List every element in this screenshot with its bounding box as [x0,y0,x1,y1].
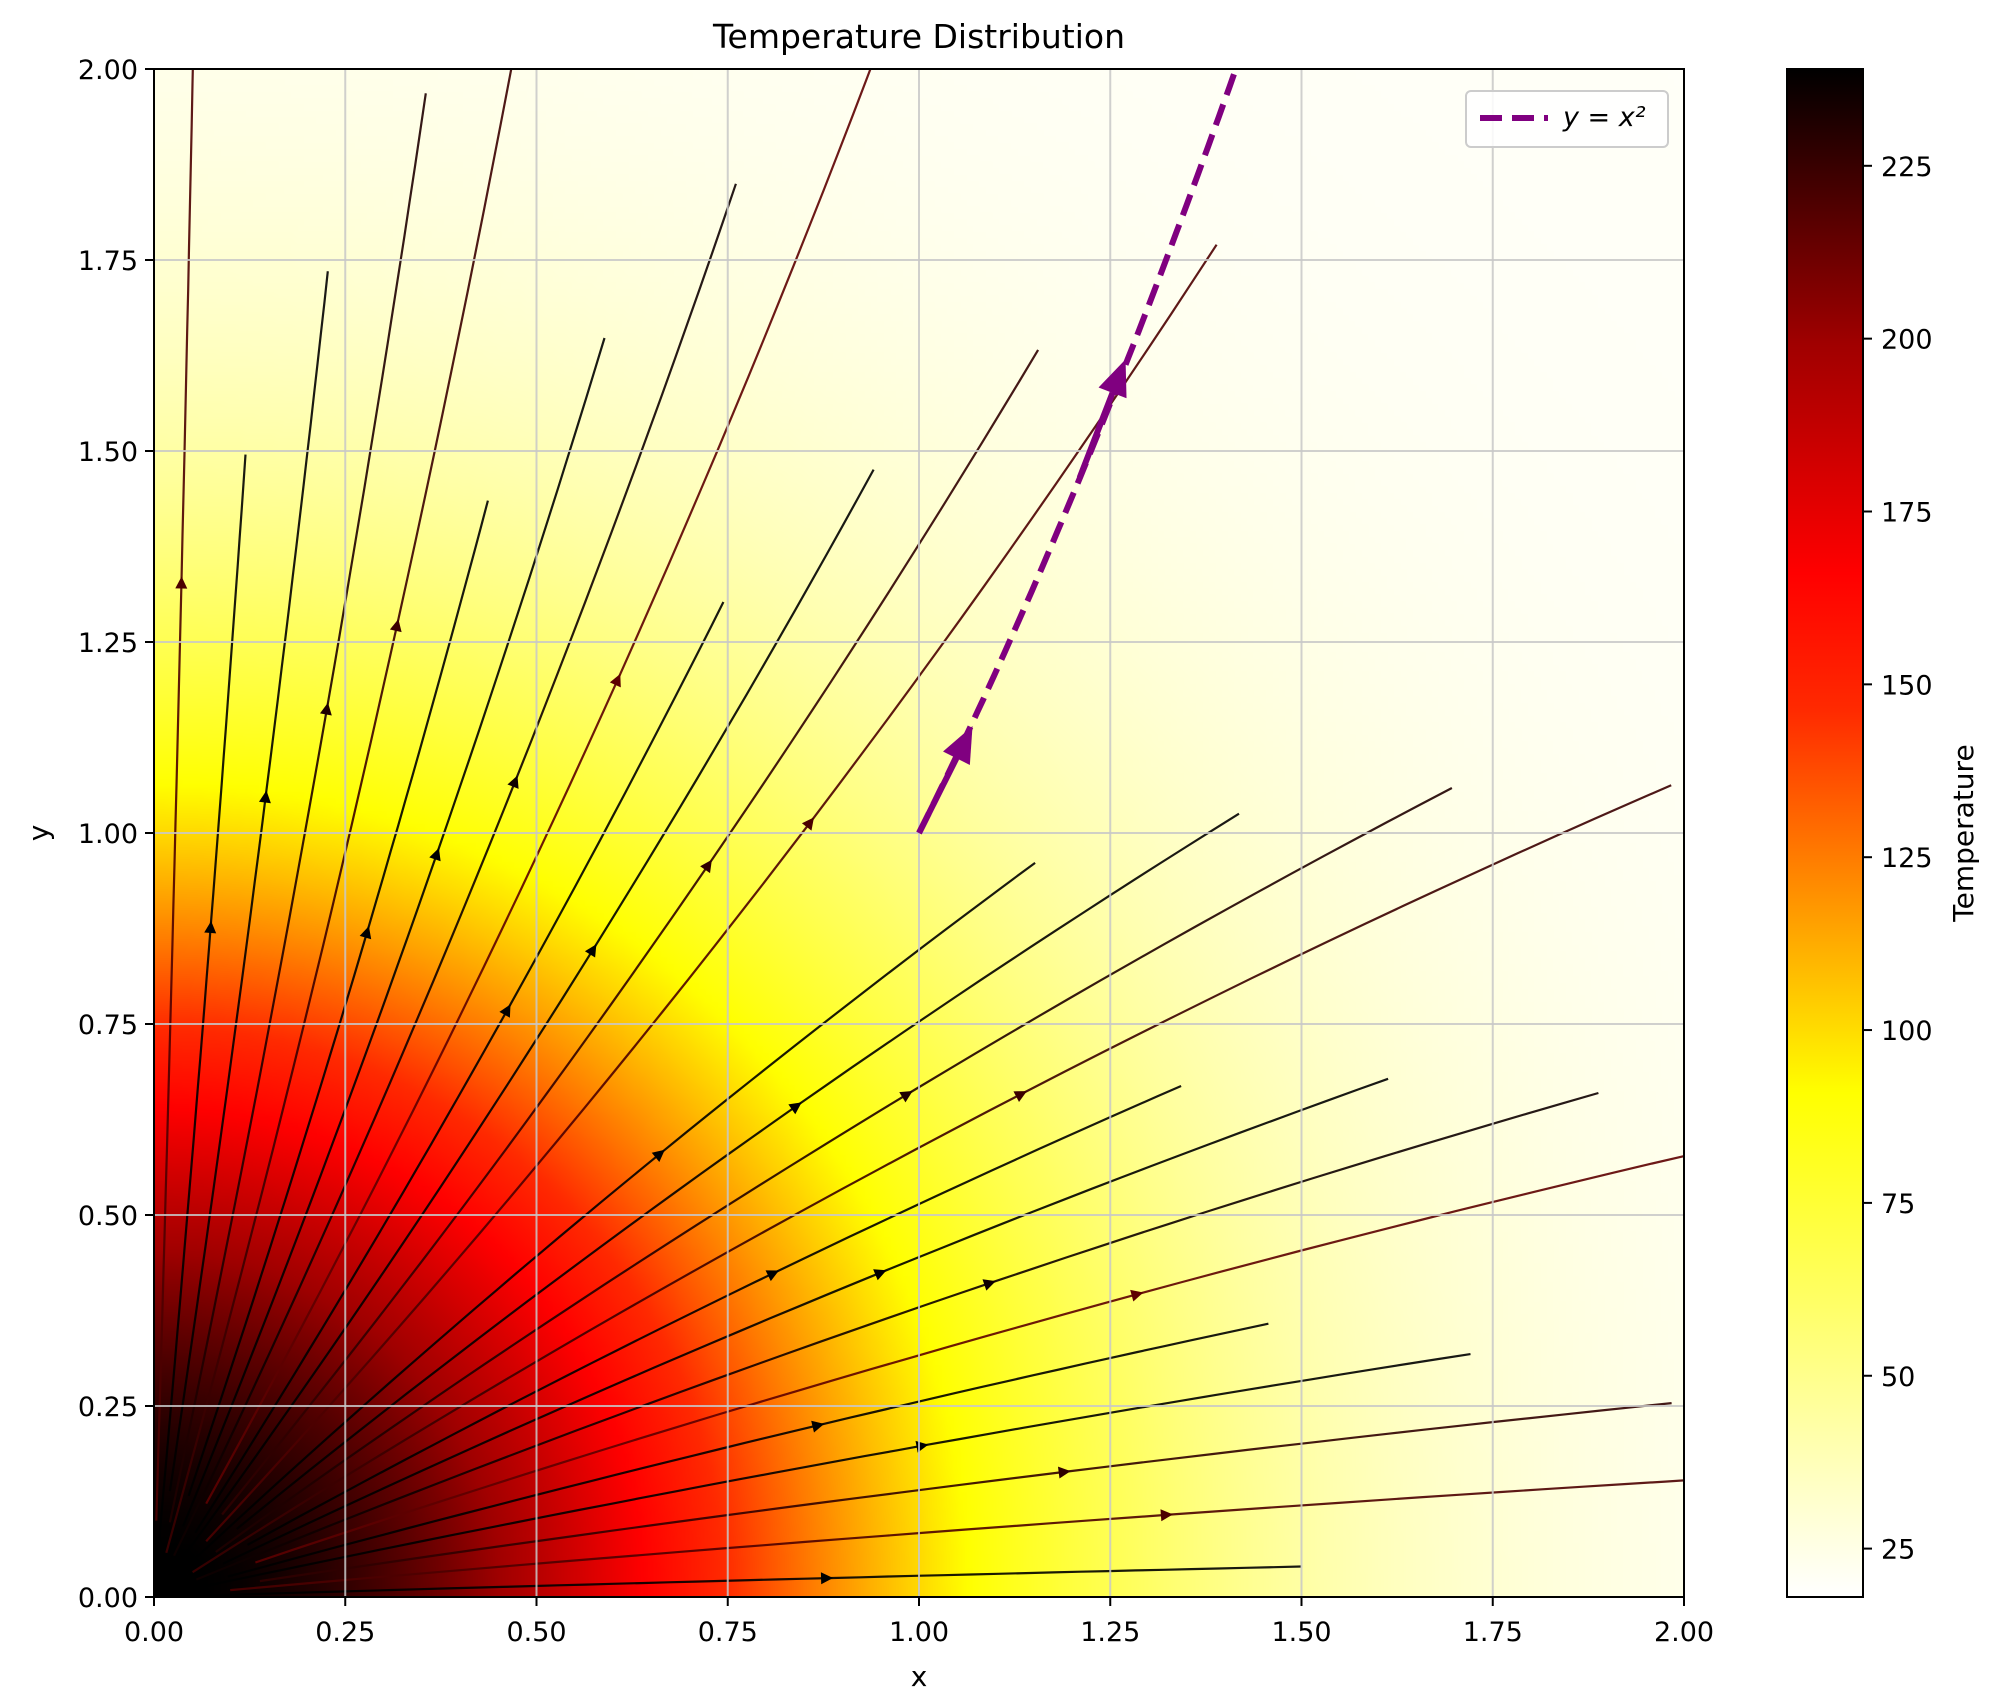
streamline [192,784,1672,1574]
streamline-arrowhead [389,619,402,633]
colorbar-tick-label: 50 [1881,1362,1915,1393]
streamline [199,1565,1302,1597]
streamline-arrowhead [651,1149,665,1163]
streamline [187,500,489,1497]
colorbar-tick-label: 25 [1881,1535,1915,1566]
colorbar-tick-label: 200 [1881,325,1933,356]
colorbar-tick-label: 175 [1881,497,1933,528]
streamline-arrowhead [499,1004,511,1018]
streamline-arrowhead [359,926,372,940]
streamline-arrowhead [175,576,188,589]
legend-box [1465,90,1669,148]
streamline-arrowhead [258,790,271,804]
streamline-arrowhead [700,859,712,874]
colorbar: 25 50 75 100 125 150 175 200 225 Temperature [1786,68,1980,1598]
streamline [215,787,1453,1553]
annotation-arrow-head [943,726,973,765]
streamline [168,271,329,1492]
x-tick-label: 0.00 [124,1617,184,1648]
y-tick-label: 0.50 [78,1201,138,1232]
x-tick-label: 0.75 [698,1617,758,1648]
streamline [259,1402,1672,1583]
streamline-arrowhead [982,1279,996,1291]
colorbar-ticks: 25 50 75 100 125 150 175 200 225 [1863,152,1933,1566]
streamline [198,1353,1471,1589]
streamline-arrowhead [765,1270,779,1282]
x-tick-label: 0.50 [506,1617,566,1648]
x-axis-label: x [911,1660,928,1693]
streamline [168,93,427,1523]
streamline [180,469,875,1561]
y-tick-label: 0.25 [78,1392,138,1423]
legend: y = x² [1465,90,1669,148]
x-tick-label: 0.25 [315,1617,375,1648]
y-axis-ticks: 0.00 0.25 0.50 0.75 1.00 1.25 1.50 1.75 2.00 [78,55,154,1614]
streamline-arrowhead [811,1420,825,1433]
streamline [194,601,725,1534]
y-tick-label: 1.25 [78,628,138,659]
grid-lines [153,68,1685,1598]
chart-title: Temperature Distribution [712,17,1125,56]
streamline [222,1077,1389,1565]
streamline [205,244,1218,1542]
x-tick-label: 1.25 [1080,1617,1140,1648]
y-tick-label: 1.50 [78,437,138,468]
x-tick-label: 1.75 [1463,1617,1523,1648]
colorbar-tick-label: 100 [1881,1016,1933,1047]
y-tick-label: 1.75 [78,246,138,277]
y-axis-label: y [22,825,55,842]
colorbar-tick-label: 150 [1881,670,1933,701]
streamline [173,183,737,1557]
colorbar-tick-label: 75 [1881,1189,1915,1220]
streamline [195,1091,1599,1581]
streamline-arrowhead [1057,1466,1071,1479]
annotation-arrow-shaft [1076,391,1116,479]
colorbar-tick-label: 225 [1881,152,1933,183]
streamline-arrowhead [899,1091,913,1103]
colorbar-tick-label: 125 [1881,843,1933,874]
streamline-arrowhead [801,817,814,831]
streamline-arrowhead [873,1269,887,1281]
annotation-arrow-head [1098,359,1127,399]
x-tick-label: 1.00 [889,1617,949,1648]
series-line-y-equals-x-squared [916,69,1240,835]
streamlines [155,69,1684,1597]
streamline-arrowhead [204,920,217,934]
streamline [246,1084,1182,1546]
streamline [255,1154,1684,1564]
y-tick-label: 2.00 [78,55,138,86]
streamline-arrowhead [820,1572,834,1585]
streamline [205,69,872,1505]
streamline-arrowhead [788,1102,802,1115]
x-tick-label: 1.50 [1271,1617,1331,1648]
streamline-arrowhead [584,944,597,958]
legend-label: y = x² [1562,102,1646,133]
streamline-arrowhead [609,673,621,688]
streamline-arrowhead [1130,1289,1144,1302]
streamline [182,337,606,1527]
streamline [165,69,513,1554]
colorbar-gradient [1786,68,1864,1598]
streamline [221,349,1040,1516]
x-axis-ticks: 0.00 0.25 0.50 0.75 1.00 1.25 1.50 1.75 2.00 [124,1597,1714,1648]
annotation-arrow-shaft [916,756,960,835]
streamline [155,69,194,1521]
streamline [236,812,1240,1530]
x-tick-label: 2.00 [1654,1617,1714,1648]
streamline-arrowhead [1013,1091,1027,1102]
streamline [157,454,247,1552]
streamline-arrowhead [507,775,519,789]
streamline-arrowhead [1160,1509,1173,1522]
y-tick-label: 0.75 [78,1010,138,1041]
streamline [230,1479,1684,1592]
y-tick-label: 1.00 [78,819,138,850]
annotation-arrows [916,359,1127,835]
streamline-arrowhead [319,702,332,716]
streamline [186,862,1036,1567]
streamline [227,1322,1269,1578]
streamline-arrowhead [429,847,441,862]
y-tick-label: 0.00 [78,1583,138,1614]
colorbar-label: Temperature [1947,744,1980,922]
